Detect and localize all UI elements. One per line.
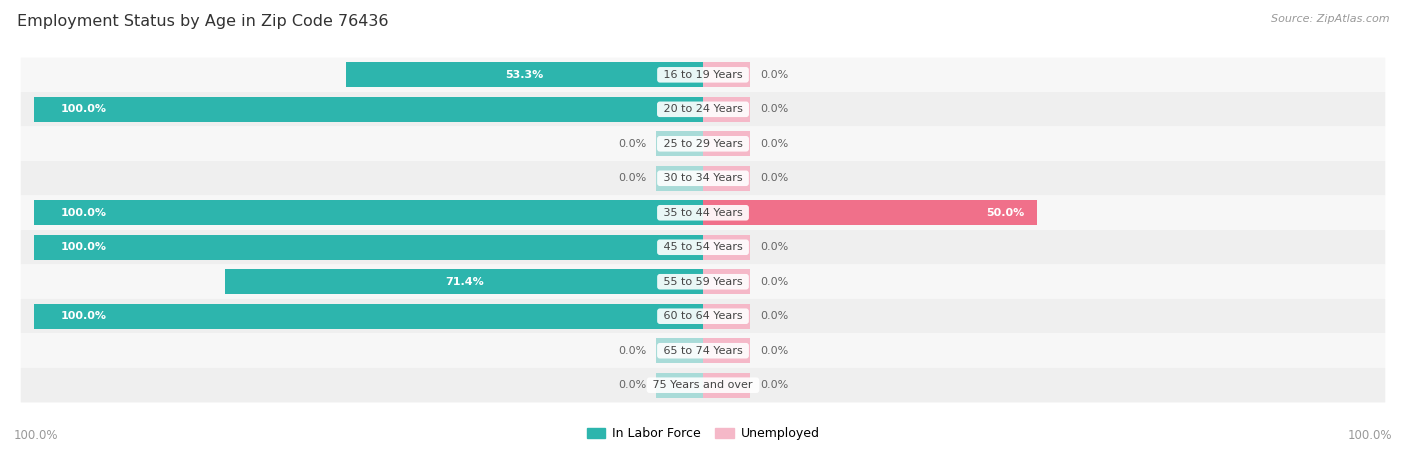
Bar bbox=[657, 166, 703, 191]
Bar bbox=[703, 338, 749, 363]
FancyBboxPatch shape bbox=[21, 264, 1385, 299]
Text: 0.0%: 0.0% bbox=[759, 346, 789, 356]
FancyBboxPatch shape bbox=[21, 92, 1385, 127]
Bar bbox=[703, 304, 749, 329]
Bar bbox=[703, 166, 749, 191]
Bar bbox=[657, 373, 703, 398]
Text: 100.0%: 100.0% bbox=[14, 429, 59, 442]
Text: 35 to 44 Years: 35 to 44 Years bbox=[659, 208, 747, 218]
Text: 0.0%: 0.0% bbox=[617, 380, 647, 390]
Bar bbox=[657, 338, 703, 363]
Text: Employment Status by Age in Zip Code 76436: Employment Status by Age in Zip Code 764… bbox=[17, 14, 388, 28]
FancyBboxPatch shape bbox=[21, 368, 1385, 402]
Text: 100.0%: 100.0% bbox=[60, 208, 107, 218]
Text: 75 Years and over: 75 Years and over bbox=[650, 380, 756, 390]
FancyBboxPatch shape bbox=[21, 58, 1385, 92]
Text: 20 to 24 Years: 20 to 24 Years bbox=[659, 104, 747, 114]
Bar bbox=[703, 97, 749, 122]
FancyBboxPatch shape bbox=[21, 161, 1385, 196]
Text: 45 to 54 Years: 45 to 54 Years bbox=[659, 242, 747, 252]
Bar bbox=[346, 62, 703, 87]
Bar bbox=[34, 235, 703, 260]
FancyBboxPatch shape bbox=[21, 299, 1385, 333]
Text: 65 to 74 Years: 65 to 74 Years bbox=[659, 346, 747, 356]
Text: 16 to 19 Years: 16 to 19 Years bbox=[659, 70, 747, 80]
Text: Source: ZipAtlas.com: Source: ZipAtlas.com bbox=[1271, 14, 1389, 23]
Bar bbox=[703, 269, 749, 294]
Text: 50.0%: 50.0% bbox=[986, 208, 1024, 218]
Text: 0.0%: 0.0% bbox=[617, 173, 647, 183]
Text: 0.0%: 0.0% bbox=[759, 277, 789, 287]
Bar bbox=[703, 131, 749, 156]
Bar bbox=[703, 235, 749, 260]
Text: 0.0%: 0.0% bbox=[759, 70, 789, 80]
FancyBboxPatch shape bbox=[21, 127, 1385, 161]
Text: 25 to 29 Years: 25 to 29 Years bbox=[659, 139, 747, 149]
Bar bbox=[34, 304, 703, 329]
Text: 60 to 64 Years: 60 to 64 Years bbox=[659, 311, 747, 321]
Bar bbox=[34, 200, 703, 225]
Text: 0.0%: 0.0% bbox=[759, 380, 789, 390]
Text: 0.0%: 0.0% bbox=[759, 139, 789, 149]
Bar bbox=[225, 269, 703, 294]
Text: 30 to 34 Years: 30 to 34 Years bbox=[659, 173, 747, 183]
Text: 0.0%: 0.0% bbox=[759, 173, 789, 183]
Bar bbox=[703, 200, 1038, 225]
Text: 0.0%: 0.0% bbox=[617, 346, 647, 356]
Text: 0.0%: 0.0% bbox=[759, 104, 789, 114]
Bar bbox=[703, 62, 749, 87]
Text: 53.3%: 53.3% bbox=[506, 70, 544, 80]
Text: 100.0%: 100.0% bbox=[60, 311, 107, 321]
FancyBboxPatch shape bbox=[21, 230, 1385, 264]
Legend: In Labor Force, Unemployed: In Labor Force, Unemployed bbox=[582, 423, 824, 446]
Text: 100.0%: 100.0% bbox=[60, 104, 107, 114]
Text: 100.0%: 100.0% bbox=[1347, 429, 1392, 442]
Text: 0.0%: 0.0% bbox=[759, 242, 789, 252]
Bar bbox=[703, 373, 749, 398]
Text: 55 to 59 Years: 55 to 59 Years bbox=[659, 277, 747, 287]
FancyBboxPatch shape bbox=[21, 196, 1385, 230]
Text: 100.0%: 100.0% bbox=[60, 242, 107, 252]
FancyBboxPatch shape bbox=[21, 333, 1385, 368]
Text: 0.0%: 0.0% bbox=[759, 311, 789, 321]
Text: 71.4%: 71.4% bbox=[444, 277, 484, 287]
Bar bbox=[657, 131, 703, 156]
Bar bbox=[34, 97, 703, 122]
Text: 0.0%: 0.0% bbox=[617, 139, 647, 149]
